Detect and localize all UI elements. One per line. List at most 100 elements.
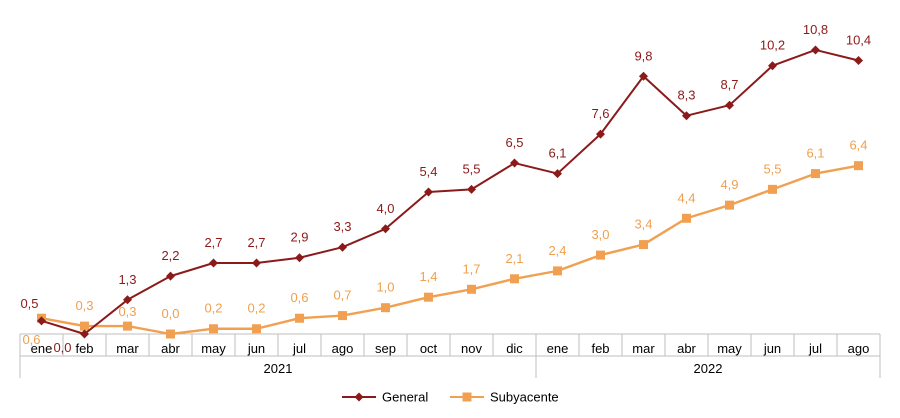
point-subyacente <box>768 184 777 194</box>
x-tick-label: ene <box>31 341 53 356</box>
x-tick-label: ago <box>848 341 870 356</box>
point-subyacente <box>295 313 304 323</box>
point-subyacente <box>424 292 433 302</box>
data-label-general: 10,4 <box>846 32 871 47</box>
point-general <box>209 258 218 268</box>
data-label-general: 7,6 <box>591 106 609 121</box>
data-label-subyacente: 0,6 <box>22 332 40 347</box>
x-tick-label: oct <box>420 341 438 356</box>
data-label-subyacente: 0,3 <box>118 304 136 319</box>
data-label-general: 6,5 <box>505 135 523 150</box>
point-general <box>166 271 175 281</box>
point-subyacente <box>80 321 89 331</box>
point-general <box>510 158 519 168</box>
x-tick-label: dic <box>506 341 523 356</box>
point-general <box>467 184 476 194</box>
data-label-general: 10,2 <box>760 38 785 53</box>
data-label-subyacente: 0,0 <box>161 306 179 321</box>
point-general <box>295 253 304 263</box>
point-general <box>80 329 89 339</box>
point-general <box>596 129 605 139</box>
point-subyacente <box>854 161 863 171</box>
legend-marker-subyacente <box>462 392 472 402</box>
point-subyacente <box>467 284 476 294</box>
point-subyacente <box>338 311 347 321</box>
legend-marker-general <box>354 392 364 402</box>
point-subyacente <box>381 303 390 313</box>
data-label-subyacente: 5,5 <box>763 161 781 176</box>
data-label-general: 8,7 <box>720 77 738 92</box>
legend: General Subyacente <box>342 390 559 405</box>
data-label-general: 8,3 <box>677 88 695 103</box>
data-label-general: 3,3 <box>333 219 351 234</box>
data-label-general: 4,0 <box>376 201 394 216</box>
point-general <box>725 100 734 110</box>
x-tick-label: jul <box>292 341 306 356</box>
point-subyacente <box>510 274 519 284</box>
x-tick-label: sep <box>375 341 396 356</box>
data-label-general: 9,8 <box>634 48 652 63</box>
point-subyacente <box>725 200 734 210</box>
point-subyacente <box>252 324 261 334</box>
x-tick-label: mar <box>116 341 139 356</box>
point-subyacente <box>811 169 820 179</box>
point-subyacente <box>639 240 648 250</box>
data-label-subyacente: 2,4 <box>548 243 566 258</box>
data-label-general: 2,7 <box>204 235 222 250</box>
data-label-subyacente: 4,4 <box>677 190 695 205</box>
point-subyacente <box>209 324 218 334</box>
data-label-general: 1,3 <box>118 272 136 287</box>
data-label-general: 2,7 <box>247 235 265 250</box>
x-tick-label: jun <box>247 341 265 356</box>
data-label-subyacente: 0,2 <box>204 301 222 316</box>
series-line-subyacente <box>41 164 859 336</box>
data-label-subyacente: 1,7 <box>462 261 480 276</box>
data-label-subyacente: 3,4 <box>634 217 652 232</box>
point-general <box>123 295 132 305</box>
x-tick-label: abr <box>677 341 696 356</box>
point-general <box>768 61 777 71</box>
point-general <box>811 45 820 55</box>
data-label-subyacente: 0,3 <box>75 298 93 313</box>
legend-label-general: General <box>382 390 428 405</box>
data-label-general: 2,9 <box>290 230 308 245</box>
series-layer <box>37 45 863 339</box>
data-label-general: 0,5 <box>20 296 38 311</box>
series-line-general <box>41 48 859 335</box>
data-label-subyacente: 0,2 <box>247 301 265 316</box>
data-label-subyacente: 0,6 <box>290 290 308 305</box>
x-tick-label: ene <box>547 341 569 356</box>
year-label: 2022 <box>694 361 723 376</box>
x-tick-label: abr <box>161 341 180 356</box>
data-label-subyacente: 2,1 <box>505 251 523 266</box>
point-subyacente <box>166 329 175 339</box>
x-tick-label: mar <box>632 341 655 356</box>
data-label-subyacente: 1,0 <box>376 280 394 295</box>
point-general <box>338 242 347 252</box>
data-labels: 0,5 0,0 1,3 2,2 2,7 2,7 2,9 3,3 4,0 5,4 5,5 6,5 6,1 7… <box>20 22 871 355</box>
x-tick-label: nov <box>461 341 482 356</box>
legend-label-subyacente: Subyacente <box>490 390 559 405</box>
data-label-general: 2,2 <box>161 248 179 263</box>
point-general <box>854 55 863 65</box>
x-tick-label: may <box>201 341 226 356</box>
point-general <box>381 224 390 234</box>
point-general <box>424 187 433 197</box>
x-tick-label: feb <box>591 341 609 356</box>
data-label-general: 5,4 <box>419 164 437 179</box>
x-tick-label: may <box>717 341 742 356</box>
point-subyacente <box>553 266 562 276</box>
data-label-subyacente: 3,0 <box>591 227 609 242</box>
point-general <box>639 71 648 81</box>
category-axis: ene feb mar abr may jun jul ago sep oct nov dic ene f… <box>19 333 881 378</box>
data-label-subyacente: 1,4 <box>419 269 437 284</box>
data-label-subyacente: 4,9 <box>720 177 738 192</box>
data-label-subyacente: 6,1 <box>806 146 824 161</box>
point-general <box>252 258 261 268</box>
point-general <box>553 169 562 179</box>
data-label-subyacente: 0,7 <box>333 288 351 303</box>
x-tick-label: feb <box>75 341 93 356</box>
data-label-general: 6,1 <box>548 146 566 161</box>
data-label-general: 0,0 <box>53 340 71 355</box>
